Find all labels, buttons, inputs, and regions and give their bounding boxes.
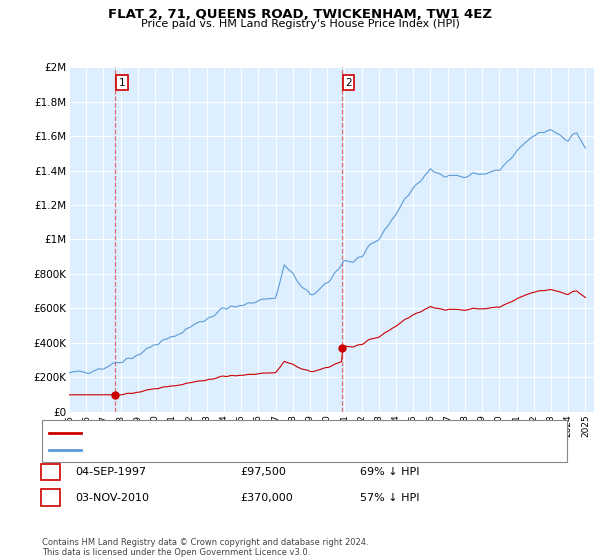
Text: 1: 1	[47, 467, 54, 477]
Text: 57% ↓ HPI: 57% ↓ HPI	[360, 493, 419, 503]
Text: 2: 2	[47, 493, 54, 503]
Text: 03-NOV-2010: 03-NOV-2010	[75, 493, 149, 503]
Text: 1: 1	[119, 78, 125, 88]
Text: 2: 2	[345, 78, 352, 88]
Text: Price paid vs. HM Land Registry's House Price Index (HPI): Price paid vs. HM Land Registry's House …	[140, 19, 460, 29]
Text: HPI: Average price, detached house, Richmond upon Thames: HPI: Average price, detached house, Rich…	[87, 445, 386, 455]
Text: 04-SEP-1997: 04-SEP-1997	[75, 467, 146, 477]
Text: FLAT 2, 71, QUEENS ROAD, TWICKENHAM, TW1 4EZ: FLAT 2, 71, QUEENS ROAD, TWICKENHAM, TW1…	[108, 8, 492, 21]
Text: FLAT 2, 71, QUEENS ROAD, TWICKENHAM, TW1 4EZ (detached house): FLAT 2, 71, QUEENS ROAD, TWICKENHAM, TW1…	[87, 428, 430, 437]
Text: £97,500: £97,500	[240, 467, 286, 477]
Text: Contains HM Land Registry data © Crown copyright and database right 2024.
This d: Contains HM Land Registry data © Crown c…	[42, 538, 368, 557]
Text: 69% ↓ HPI: 69% ↓ HPI	[360, 467, 419, 477]
Text: £370,000: £370,000	[240, 493, 293, 503]
